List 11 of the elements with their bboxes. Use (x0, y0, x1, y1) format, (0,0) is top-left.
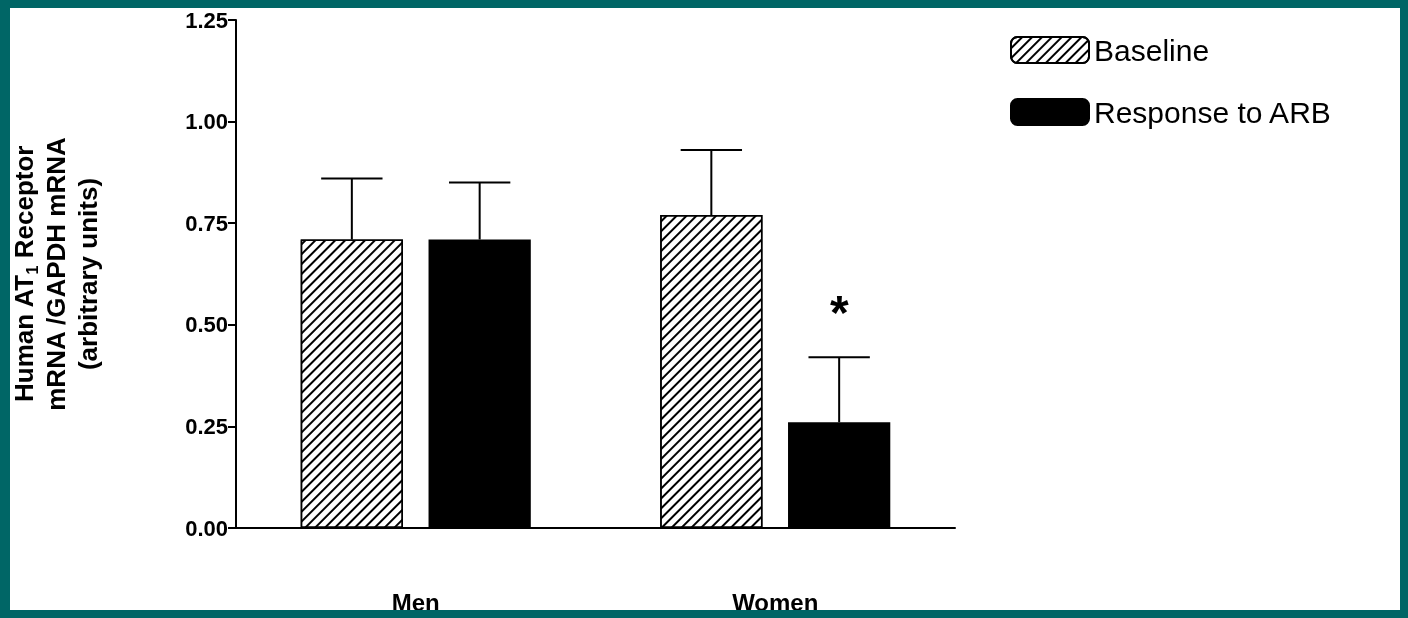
legend-label: Baseline (1094, 33, 1210, 67)
y-tick-label: 0.00 (185, 515, 228, 541)
annotation: * (829, 285, 849, 339)
y-tick-label: 1.00 (185, 109, 228, 135)
y-tick-label: 1.25 (185, 7, 228, 33)
x-tick-label: Women (732, 588, 819, 616)
legend-label: Response to ARB (1094, 95, 1331, 129)
x-tick-label: Men (391, 588, 440, 616)
y-tick-label: 0.50 (185, 312, 228, 338)
y-tick-label: 0.25 (185, 413, 228, 439)
y-tick-label: 0.75 (185, 210, 228, 236)
